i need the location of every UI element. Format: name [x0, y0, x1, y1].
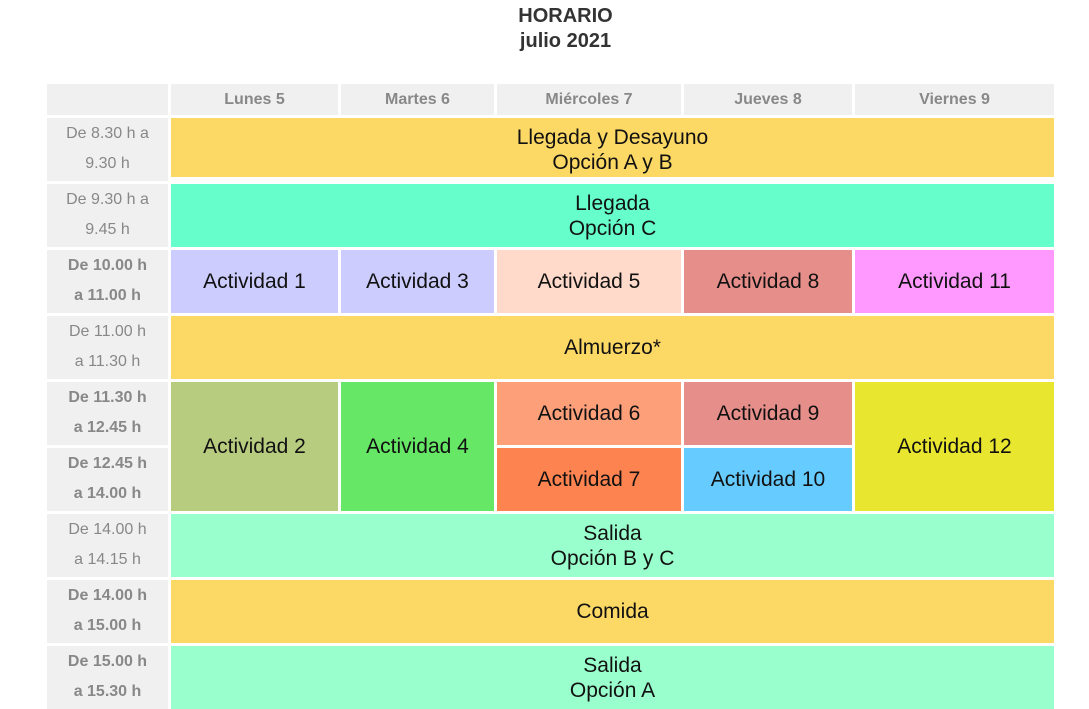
title-heading: HORARIO	[518, 5, 613, 27]
time-slot-start: De 10.00 h	[67, 256, 148, 274]
time-slot-end: 9.30 h	[85, 154, 130, 172]
time-slot-start: De 14.00 h	[68, 520, 147, 538]
time-slot-end: a 15.00 h	[73, 616, 142, 634]
block-salida-opcion-b-c: Salida Opción B y C	[171, 514, 1054, 577]
activity-6: Actividad 6	[497, 382, 681, 445]
time-slot-start: De 11.30 h	[68, 388, 147, 406]
block-line2: Opción A y B	[552, 150, 673, 174]
time-slot-start: De 11.00 h	[68, 322, 147, 340]
block-line2: Opción A	[569, 678, 656, 702]
time-slot-8: De 14.00 h a 15.00 h	[47, 580, 168, 643]
block-line2: Opción C	[568, 216, 657, 240]
day-header-viernes: Viernes 9	[855, 84, 1054, 115]
time-slot-start: De 15.00 h	[67, 652, 148, 670]
day-header-jueves: Jueves 8	[684, 84, 852, 115]
time-slot-end: a 14.15 h	[74, 550, 141, 568]
activity-12: Actividad 12	[855, 382, 1054, 511]
block-salida-opcion-a: Salida Opción A	[171, 646, 1054, 709]
block-line1: Llegada y Desayuno	[516, 125, 709, 149]
block-llegada-desayuno: Llegada y Desayuno Opción A y B	[171, 118, 1054, 181]
time-slot-6: De 12.45 h a 14.00 h	[47, 448, 168, 511]
activity-7: Actividad 7	[497, 448, 681, 511]
time-slot-start: De 9.30 h a	[66, 190, 149, 208]
block-line2: Opción B y C	[550, 546, 675, 570]
schedule-table: Lunes 5 Martes 6 Miércoles 7 Jueves 8 Vi…	[47, 84, 1054, 709]
time-slot-4: De 11.00 h a 11.30 h	[47, 316, 168, 379]
block-line1: Salida	[583, 521, 642, 545]
time-slot-1: De 8.30 h a 9.30 h	[47, 118, 168, 181]
activity-4: Actividad 4	[341, 382, 494, 511]
time-slot-start: De 14.00 h	[67, 586, 148, 604]
time-slot-end: 9.45 h	[85, 220, 130, 238]
time-slot-start: De 8.30 h a	[66, 124, 149, 142]
header-corner	[47, 84, 168, 115]
time-slot-9: De 15.00 h a 15.30 h	[47, 646, 168, 709]
time-slot-end: a 11.00 h	[74, 286, 141, 304]
time-slot-3: De 10.00 h a 11.00 h	[47, 250, 168, 313]
activity-1: Actividad 1	[171, 250, 338, 313]
time-slot-5: De 11.30 h a 12.45 h	[47, 382, 168, 445]
time-slot-end: a 14.00 h	[73, 484, 142, 502]
activity-3: Actividad 3	[341, 250, 494, 313]
activity-11: Actividad 11	[855, 250, 1054, 313]
activity-9: Actividad 9	[684, 382, 852, 445]
time-slot-7: De 14.00 h a 14.15 h	[47, 514, 168, 577]
block-llegada-opcion-c: Llegada Opción C	[171, 184, 1054, 247]
time-slot-end: a 15.30 h	[73, 682, 142, 700]
activity-8: Actividad 8	[684, 250, 852, 313]
schedule-title: HORARIO julio 2021	[0, 4, 1089, 54]
block-line1: Salida	[583, 653, 642, 677]
block-line1: Llegada	[575, 191, 650, 215]
block-almuerzo: Almuerzo*	[171, 316, 1054, 379]
activity-2: Actividad 2	[171, 382, 338, 511]
title-subheading: julio 2021	[519, 30, 612, 52]
activity-10: Actividad 10	[684, 448, 852, 511]
time-slot-end: a 12.45 h	[73, 418, 142, 436]
day-header-miercoles: Miércoles 7	[497, 84, 681, 115]
day-header-martes: Martes 6	[341, 84, 494, 115]
time-slot-end: a 11.30 h	[74, 352, 141, 370]
time-slot-2: De 9.30 h a 9.45 h	[47, 184, 168, 247]
block-comida: Comida	[171, 580, 1054, 643]
activity-5: Actividad 5	[497, 250, 681, 313]
time-slot-start: De 12.45 h	[67, 454, 148, 472]
day-header-lunes: Lunes 5	[171, 84, 338, 115]
